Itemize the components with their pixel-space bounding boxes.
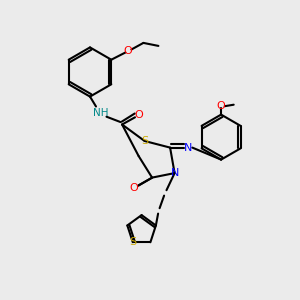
Text: NH: NH <box>93 108 108 118</box>
Text: O: O <box>123 46 132 56</box>
Text: O: O <box>130 183 139 193</box>
Text: N: N <box>184 142 192 153</box>
Text: S: S <box>141 136 148 146</box>
Text: O: O <box>134 110 143 120</box>
Text: N: N <box>170 168 179 178</box>
Text: S: S <box>129 237 136 247</box>
Text: O: O <box>217 101 226 111</box>
